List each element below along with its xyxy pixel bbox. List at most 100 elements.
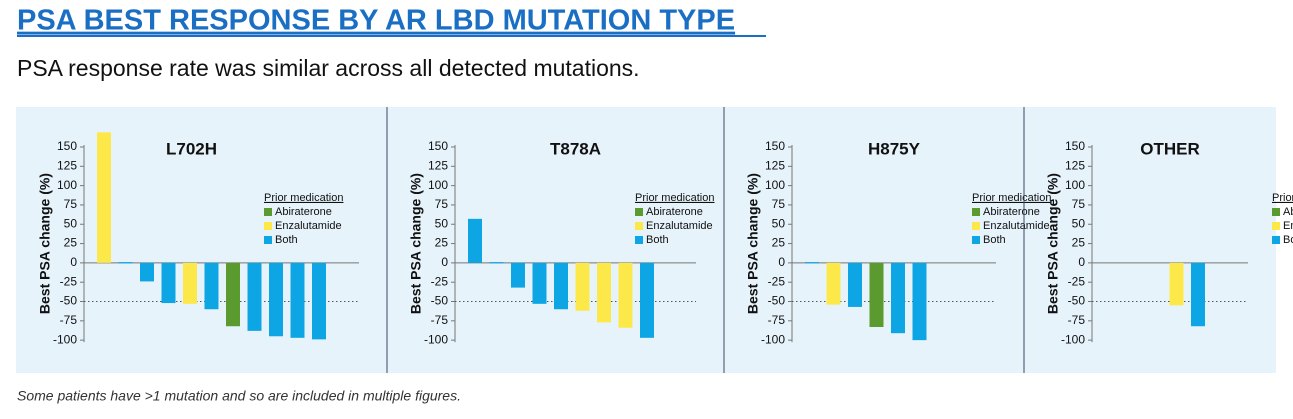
bar <box>554 262 568 310</box>
chart-title: L702H <box>166 139 217 158</box>
y-tick-label: -100 <box>1061 332 1085 346</box>
y-tick-label: -75 <box>1068 313 1086 327</box>
legend-title: Prior medication <box>1272 192 1293 204</box>
y-tick-label: -50 <box>1068 294 1086 308</box>
y-tick-label: 150 <box>428 139 448 153</box>
y-tick-label: 75 <box>64 197 78 211</box>
bar <box>269 262 283 337</box>
legend-label: Both <box>646 234 669 246</box>
bar <box>869 262 884 328</box>
legend-swatch <box>264 222 272 230</box>
y-tick-label: 125 <box>57 158 77 172</box>
bar <box>489 262 504 264</box>
bar <box>118 262 133 264</box>
legend-title: Prior medication <box>264 192 343 204</box>
y-tick-label: -25 <box>431 274 449 288</box>
y-tick-label: -100 <box>53 332 77 346</box>
legend-title: Prior medication <box>972 192 1051 204</box>
y-tick-label: 50 <box>64 216 78 230</box>
y-tick-label: 100 <box>428 178 448 192</box>
y-tick-label: 150 <box>765 139 785 153</box>
y-tick-label: 25 <box>772 236 786 250</box>
bar <box>161 262 176 304</box>
y-tick-label: 75 <box>772 197 786 211</box>
bar <box>290 262 305 338</box>
y-tick-label: -75 <box>768 313 786 327</box>
chart-title: H875Y <box>868 139 921 158</box>
legend-label: Both <box>983 234 1006 246</box>
y-tick-label: 150 <box>57 139 77 153</box>
bar <box>597 262 611 323</box>
y-tick-label: -75 <box>431 313 449 327</box>
legend-label: Abiraterone <box>646 206 703 218</box>
y-tick-label: 0 <box>70 255 77 269</box>
legend-label: Both <box>1283 234 1293 246</box>
bar <box>183 262 197 304</box>
legend-swatch <box>635 222 643 230</box>
y-axis-label: Best PSA change (%) <box>408 173 424 314</box>
slide-title: PSA BEST RESPONSE BY AR LBD MUTATION TYP… <box>17 5 735 37</box>
y-tick-label: -100 <box>424 332 448 346</box>
y-tick-label: 150 <box>1065 139 1085 153</box>
bar <box>848 262 862 307</box>
bar <box>511 262 525 288</box>
legend-swatch <box>972 208 980 216</box>
legend-swatch <box>1272 222 1280 230</box>
subtitle: PSA response rate was similar across all… <box>17 55 640 81</box>
y-tick-label: 125 <box>765 158 785 172</box>
y-tick-label: 25 <box>64 236 78 250</box>
bar <box>247 262 262 331</box>
y-tick-label: 100 <box>1065 178 1085 192</box>
y-tick-label: -25 <box>1068 274 1086 288</box>
y-tick-label: -50 <box>60 294 78 308</box>
y-tick-label: 100 <box>765 178 785 192</box>
y-tick-label: 125 <box>428 158 448 172</box>
bar <box>912 262 927 341</box>
bar <box>805 262 819 264</box>
y-tick-label: -50 <box>431 294 449 308</box>
y-tick-label: 50 <box>435 216 449 230</box>
bar <box>226 262 240 327</box>
bar <box>1169 262 1184 306</box>
y-tick-label: 75 <box>435 197 449 211</box>
y-tick-label: 25 <box>435 236 449 250</box>
bar <box>312 262 326 340</box>
legend-swatch <box>264 208 272 216</box>
y-tick-label: -75 <box>60 313 78 327</box>
legend-swatch <box>972 222 980 230</box>
bar <box>468 218 482 263</box>
legend-label: Abiraterone <box>1283 206 1293 218</box>
chart-title: OTHER <box>1140 139 1200 158</box>
bar <box>97 132 111 263</box>
legend-swatch <box>635 208 643 216</box>
legend-label: Abiraterone <box>983 206 1040 218</box>
legend-swatch <box>635 236 643 244</box>
legend-label: Abiraterone <box>275 206 332 218</box>
legend-label: Enzalutamide <box>1283 220 1293 232</box>
y-tick-label: 25 <box>1072 236 1086 250</box>
y-tick-label: -50 <box>768 294 786 308</box>
y-tick-label: -25 <box>768 274 786 288</box>
y-tick-label: 100 <box>57 178 77 192</box>
bar <box>140 262 154 282</box>
legend-swatch <box>264 236 272 244</box>
y-tick-label: -25 <box>60 274 78 288</box>
bar <box>618 262 633 328</box>
y-axis-label: Best PSA change (%) <box>1045 173 1061 314</box>
legend-swatch <box>1272 208 1280 216</box>
bar <box>204 262 219 310</box>
y-tick-label: 0 <box>441 255 448 269</box>
y-axis-label: Best PSA change (%) <box>745 173 761 314</box>
y-tick-label: 50 <box>1072 216 1086 230</box>
bar <box>640 262 654 338</box>
y-tick-label: 0 <box>1078 255 1085 269</box>
y-tick-label: 75 <box>1072 197 1086 211</box>
legend-label: Enzalutamide <box>275 220 342 232</box>
bar <box>532 262 547 304</box>
y-tick-label: 125 <box>1065 158 1085 172</box>
legend-label: Both <box>275 234 298 246</box>
y-tick-label: 0 <box>778 255 785 269</box>
bar <box>1191 262 1205 327</box>
footnote: Some patients have >1 mutation and so ar… <box>17 388 461 404</box>
